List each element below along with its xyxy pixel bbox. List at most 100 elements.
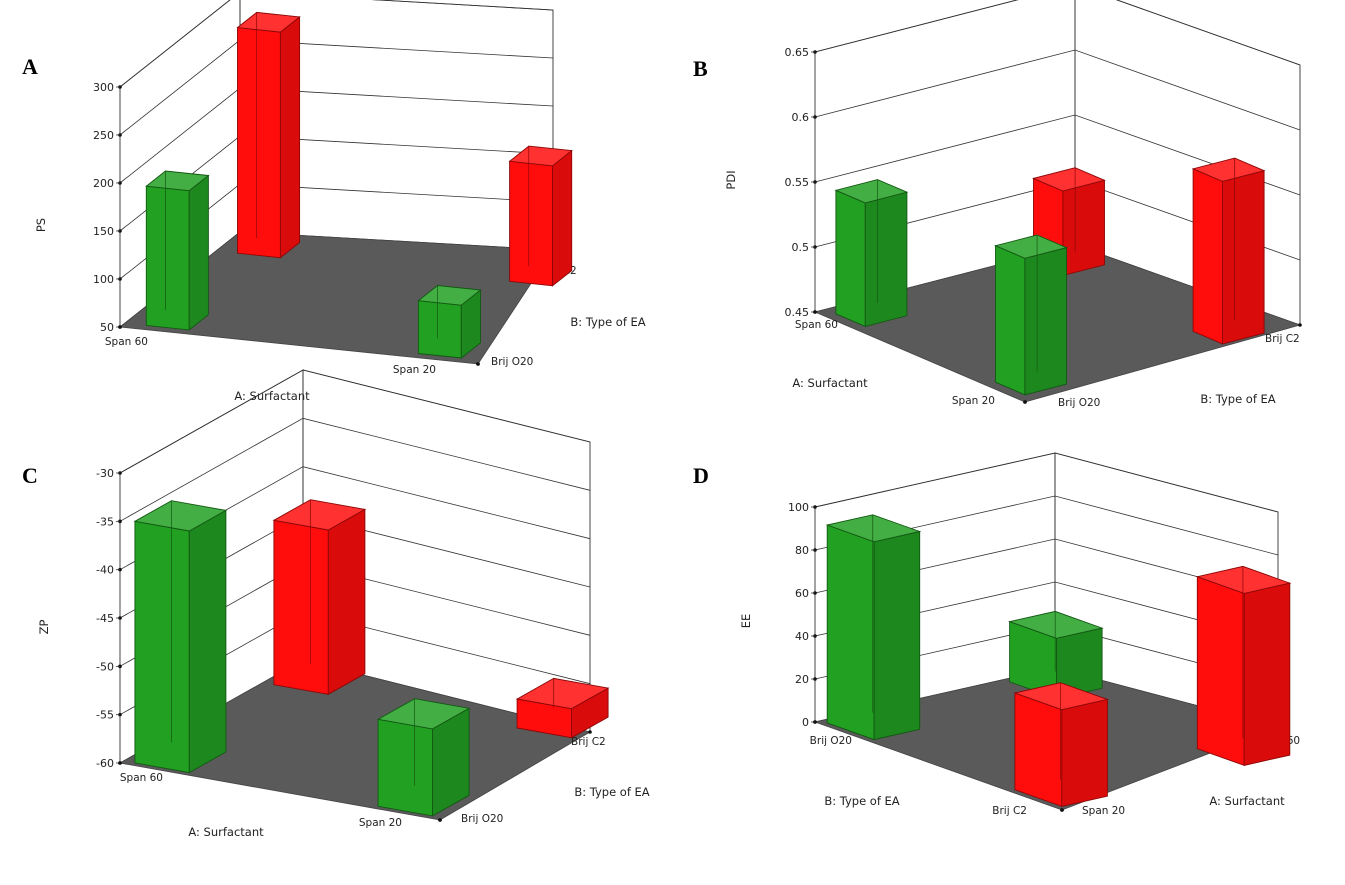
bar-side-face	[1243, 582, 1291, 766]
bar-span-60-brij-c2	[1195, 565, 1292, 767]
x-axis-title: A: Surfactant	[1209, 794, 1285, 808]
category-tick-mark	[813, 720, 817, 724]
bar-front-face	[1196, 576, 1245, 767]
y-tick-label: 0.5	[792, 241, 810, 254]
category-tick-mark	[813, 310, 817, 314]
y-tick-label: 20	[795, 673, 809, 686]
panel-a: A 50 100 150 200 250 300 PS A: Surfactant B: Type…	[22, 0, 646, 403]
category-tick-mark	[438, 818, 442, 822]
category-tick-mark	[1060, 808, 1064, 812]
y-tick-label: -30	[96, 467, 114, 480]
panel-c: C -60 -55 -50 -45 -40 -35 -30 ZP A: Surfactant B: …	[22, 369, 650, 839]
bar-span-20-brij-o20	[994, 234, 1068, 396]
category-tick-mark	[118, 761, 122, 765]
category-label: Span 20	[393, 364, 436, 376]
bar-side-face	[279, 15, 301, 259]
bar-front-face	[995, 245, 1026, 396]
bar-side-face	[1222, 170, 1265, 345]
bar-span-60-brij-o20	[133, 500, 228, 774]
y-tick-label: 250	[93, 129, 114, 142]
bar-front-face	[273, 519, 329, 695]
y-tick-label: 60	[795, 587, 809, 600]
bar-span-20-brij-c2	[508, 145, 573, 287]
bar-front-face	[509, 160, 553, 287]
category-label: Span 60	[120, 772, 163, 784]
bar-top-face	[1013, 682, 1110, 711]
bar-side-face	[1062, 179, 1105, 277]
bar-top-face	[145, 170, 210, 192]
gridline	[119, 39, 554, 136]
bar-span-20-brij-c2	[515, 677, 610, 739]
category-label: Brij C2	[992, 805, 1027, 817]
category-tick-mark	[476, 362, 480, 366]
bar-top-face	[1195, 565, 1292, 594]
y-tick-label: 100	[788, 501, 809, 514]
gridline	[814, 49, 1301, 131]
x-axis-title: A: Surfactant	[792, 376, 868, 390]
gridline	[119, 87, 554, 184]
y-axis-title: ZP	[37, 620, 51, 635]
y-tick-label: 100	[93, 273, 114, 286]
bar-span-60-brij-c2	[236, 11, 301, 259]
bar-side-face	[188, 509, 227, 774]
bar-span-20-brij-o20	[417, 285, 482, 359]
bar-span-20-brij-o20	[376, 698, 471, 817]
bar-side-face	[1024, 247, 1067, 396]
bar-side-face	[327, 508, 366, 696]
bar-top-face	[1032, 167, 1106, 192]
bar-front-face	[1192, 168, 1223, 345]
bar-span-20-brij-o20	[825, 514, 922, 741]
bar-side-face	[1061, 698, 1108, 807]
category-tick-mark	[1023, 400, 1027, 404]
category-tick-mark	[1298, 323, 1302, 327]
category-label: Span 20	[1082, 805, 1125, 817]
y-axis-title: PDI	[724, 170, 738, 189]
gridline	[119, 0, 554, 88]
y-tick-label: 150	[93, 225, 114, 238]
bar-front-face	[145, 185, 190, 331]
y-tick-label: 0.45	[785, 306, 810, 319]
bar-top-face	[1007, 610, 1104, 639]
gridline	[814, 0, 1301, 66]
bar-top-face	[994, 234, 1068, 259]
panel-b: B 0.45 0.5 0.55 0.6 0.65 PDI A: Surfactant B: Ty…	[693, 0, 1302, 409]
y-tick-label: 0.6	[792, 111, 810, 124]
gridline	[119, 417, 591, 522]
bar-side-face	[552, 149, 573, 287]
bar-top-face	[834, 179, 909, 204]
bar-span-60-brij-o20	[145, 170, 210, 331]
bar-span-60-brij-o20	[1007, 610, 1104, 700]
bar-front-face	[377, 718, 433, 817]
bar-side-face	[188, 174, 209, 331]
bar-top-face	[272, 499, 367, 531]
x-axis-title: A: Surfactant	[234, 389, 310, 403]
y-axis-title: PS	[34, 218, 48, 232]
bar-side-face	[873, 530, 921, 741]
y-tick-label: -55	[96, 709, 114, 722]
panel-d: D 0 20 40 60 80 100 EE A: Surfactant B: Type of E…	[693, 452, 1300, 817]
category-tick-mark	[118, 325, 122, 329]
category-tick-mark	[588, 730, 592, 734]
panel-letter: B	[693, 56, 708, 81]
bar-front-face	[1014, 692, 1063, 808]
category-label: Brij O20	[491, 356, 533, 368]
bar-top-face	[825, 514, 922, 543]
bar-span-60-brij-c2	[272, 499, 367, 696]
y-tick-label: -40	[96, 564, 114, 577]
category-label: Span 60	[105, 336, 148, 348]
panel-letter: C	[22, 463, 38, 488]
category-label: Brij O20	[810, 735, 852, 747]
bar-front-face	[134, 520, 190, 774]
bar-top-face	[515, 677, 610, 710]
y-tick-label: 80	[795, 544, 809, 557]
bar-front-face	[835, 189, 866, 328]
bar-top-face	[508, 145, 573, 167]
category-label: Brij O20	[461, 813, 503, 825]
y-axis-title: EE	[739, 614, 753, 629]
z-axis-title: B: Type of EA	[574, 785, 649, 799]
x-axis-title: A: Surfactant	[188, 825, 264, 839]
bar-span-60-brij-o20	[834, 179, 909, 328]
category-label: Brij C2	[571, 736, 606, 748]
gridline	[119, 369, 591, 474]
